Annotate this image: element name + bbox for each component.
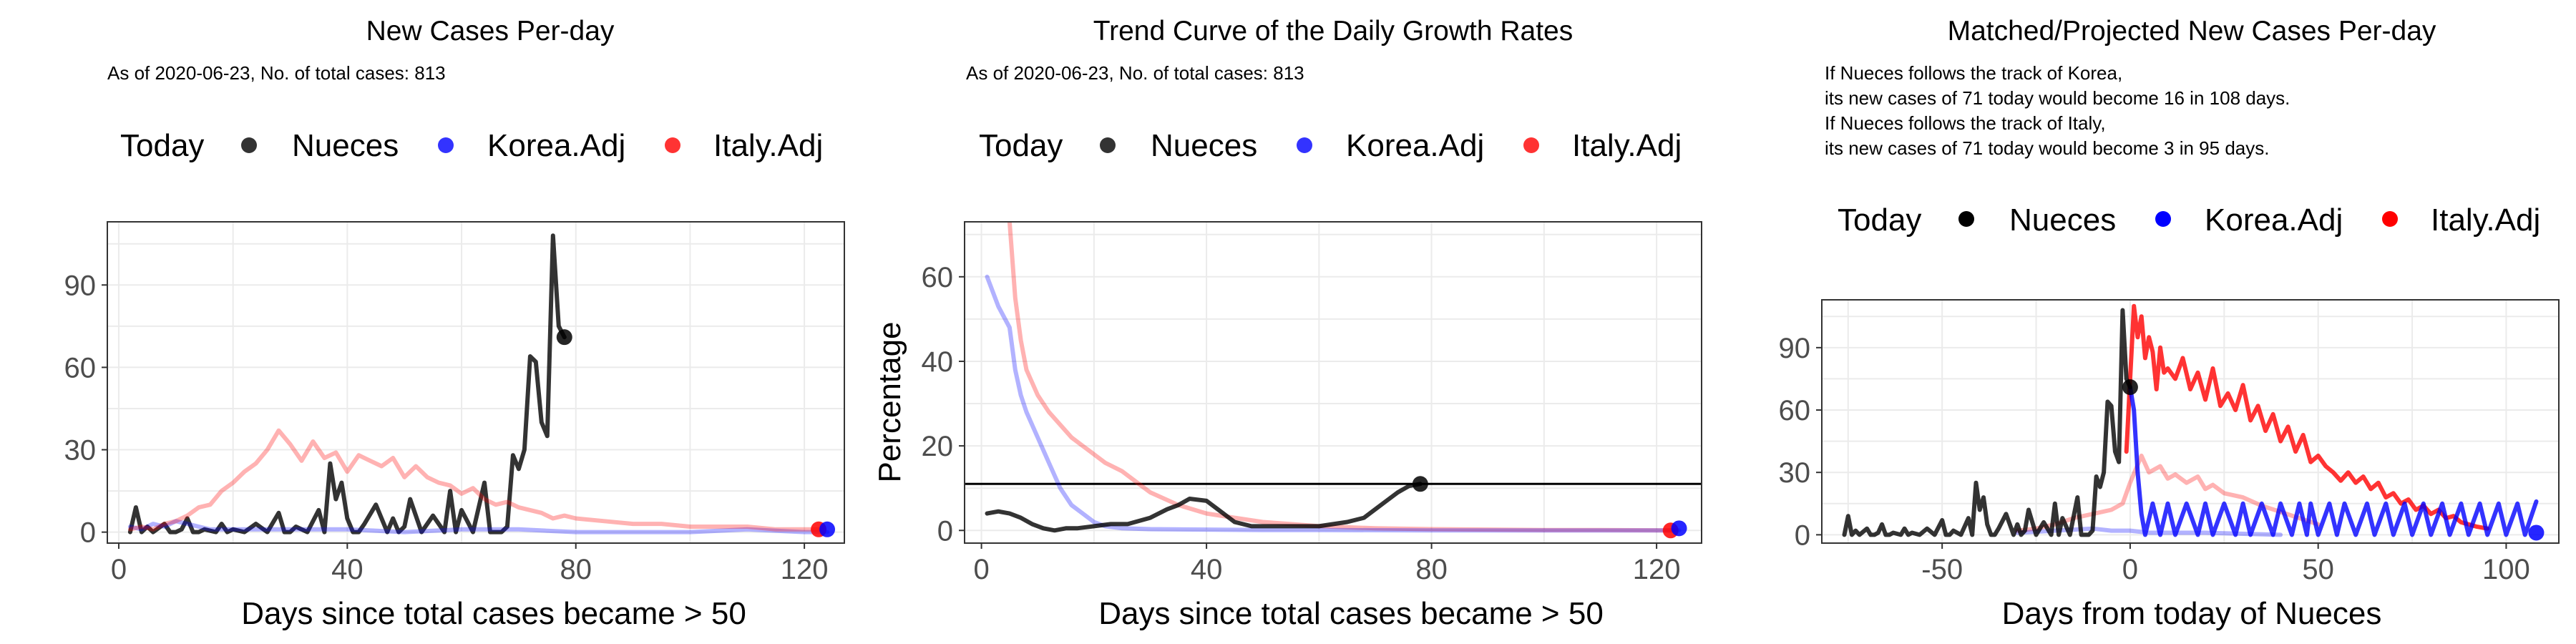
legend-marker-italy <box>2382 211 2398 227</box>
legend-label-korea: Korea.Adj <box>487 128 625 163</box>
panel-projected: Matched/Projected New Cases Per-day If N… <box>1779 16 2560 631</box>
legend-marker-korea <box>438 137 454 153</box>
panel-new-cases: New Cases Per-day As of 2020-06-23, No. … <box>64 16 845 631</box>
legend-label-italy: Italy.Adj <box>713 128 823 163</box>
chart-title: Trend Curve of the Daily Growth Rates <box>1093 16 1573 47</box>
subtitle-line: its new cases of 71 today would become 1… <box>1825 87 2290 109</box>
today-point-nueces <box>2122 379 2138 396</box>
series-line-korea-adj <box>127 519 829 535</box>
subtitle-line: If Nueces follows the track of Korea, <box>1825 62 2122 84</box>
y-tick-label: 0 <box>937 515 953 547</box>
legend-label-nueces: Nueces <box>2009 203 2116 238</box>
legend-marker-italy <box>665 137 680 153</box>
y-axis-label: Percentage <box>872 321 907 482</box>
y-tick-label: 30 <box>1779 457 1811 489</box>
series-line-italy-adj <box>1007 222 1676 533</box>
x-tick-label: 120 <box>781 554 829 585</box>
chart-subtitle: As of 2020-06-23, No. of total cases: 81… <box>966 62 1304 84</box>
legend-marker-korea <box>1297 137 1312 153</box>
today-point-nueces <box>1412 476 1428 492</box>
legend: Today Nueces Korea.Adj Italy.Adj <box>120 128 823 163</box>
x-tick-label: 0 <box>111 554 127 585</box>
legend-title: Today <box>1838 203 1921 238</box>
panel-border <box>1821 299 2560 544</box>
chart-title: New Cases Per-day <box>366 16 615 47</box>
y-tick-label: 90 <box>64 270 97 301</box>
legend-marker-italy <box>1523 137 1539 153</box>
y-tick-label: 40 <box>922 346 954 378</box>
plot-area: -50 0 50 100 0 30 60 90 <box>1779 299 2560 585</box>
legend-label-korea: Korea.Adj <box>1346 128 1484 163</box>
y-tick-label: 60 <box>64 352 97 384</box>
x-axis-label: Days from today of Nueces <box>2002 596 2382 631</box>
series-line-italy-adj <box>2124 303 2490 531</box>
legend-label-nueces: Nueces <box>1151 128 1257 163</box>
legend-label-korea: Korea.Adj <box>2205 203 2343 238</box>
panel-border <box>964 221 1702 544</box>
x-tick-label: 0 <box>973 554 989 585</box>
today-point-korea <box>1671 520 1687 537</box>
panel-border <box>107 221 845 544</box>
legend-marker-nueces <box>1958 211 1974 227</box>
y-tick-label: 60 <box>1779 395 1811 426</box>
x-tick-label: 100 <box>2482 554 2530 585</box>
chart-title: Matched/Projected New Cases Per-day <box>1948 16 2436 47</box>
series-line-korea-adj <box>985 274 1682 533</box>
legend: Today Nueces Korea.Adj Italy.Adj <box>979 128 1682 163</box>
legend-marker-nueces <box>1100 137 1116 153</box>
y-tick-label: 0 <box>80 517 96 549</box>
plot-background <box>1822 300 2559 543</box>
x-tick-label: 0 <box>2122 554 2138 585</box>
series-line-italy-adj <box>127 428 824 532</box>
subtitle-line: its new cases of 71 today would become 3… <box>1825 137 2269 159</box>
legend: Today Nueces Korea.Adj Italy.Adj <box>1838 203 2540 238</box>
series-line-nueces <box>127 233 567 535</box>
subtitle-line: If Nueces follows the track of Italy, <box>1825 112 2106 134</box>
series-line-nueces <box>985 482 1423 533</box>
plot-area: 0 40 80 120 0 30 60 90 <box>64 221 845 585</box>
y-tick-label: 20 <box>922 431 954 462</box>
x-tick-label: 80 <box>1415 554 1448 585</box>
y-tick-label: 0 <box>1795 519 1810 551</box>
x-tick-label: 40 <box>1191 554 1223 585</box>
legend-marker-nueces <box>241 137 257 153</box>
panel-growth-rates: Trend Curve of the Daily Growth Rates As… <box>872 16 1702 631</box>
x-tick-label: 50 <box>2302 554 2334 585</box>
x-axis-label: Days since total cases became > 50 <box>1098 596 1604 631</box>
legend-label-italy: Italy.Adj <box>2431 203 2540 238</box>
y-tick-label: 60 <box>922 262 954 293</box>
x-tick-label: 120 <box>1633 554 1681 585</box>
today-point-nueces <box>556 329 572 346</box>
today-point-korea <box>2528 525 2545 541</box>
series-line-korea-adj <box>2127 385 2539 537</box>
series-line-nueces <box>1842 308 2132 537</box>
plot-area: 0 40 80 120 0 20 40 60 <box>922 221 1702 585</box>
x-tick-label: 40 <box>331 554 364 585</box>
series-line-italy-adj-past <box>2015 453 2321 533</box>
y-tick-label: 90 <box>1779 333 1811 364</box>
plot-background <box>965 222 1702 543</box>
x-tick-label: 80 <box>560 554 592 585</box>
legend-title: Today <box>979 128 1063 163</box>
legend-label-italy: Italy.Adj <box>1572 128 1682 163</box>
today-point-korea <box>819 521 836 537</box>
legend-label-nueces: Nueces <box>292 128 399 163</box>
chart-subtitle: If Nueces follows the track of Korea, it… <box>1825 62 2290 159</box>
y-tick-label: 30 <box>64 435 97 467</box>
chart-subtitle: As of 2020-06-23, No. of total cases: 81… <box>107 62 446 84</box>
plot-background <box>107 222 844 543</box>
legend-title: Today <box>120 128 204 163</box>
legend-marker-korea <box>2155 211 2171 227</box>
x-axis-label: Days since total cases became > 50 <box>241 596 746 631</box>
x-tick-label: -50 <box>1921 554 1963 585</box>
